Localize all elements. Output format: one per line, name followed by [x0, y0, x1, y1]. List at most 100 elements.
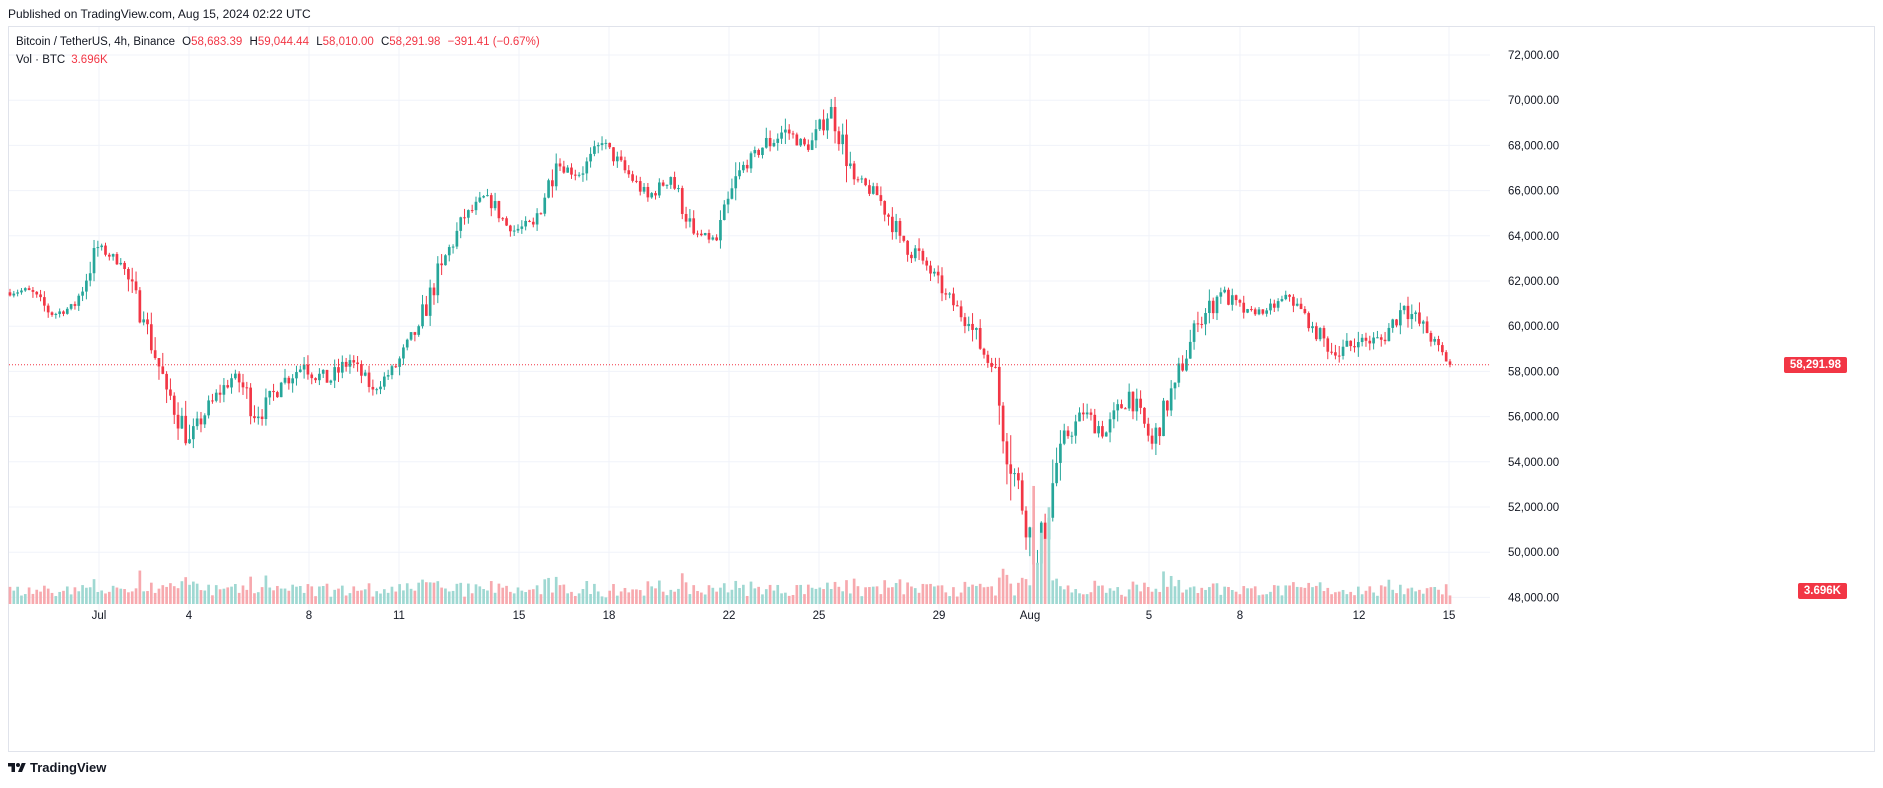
- candle-body: [749, 153, 753, 169]
- volume-bar: [62, 590, 65, 604]
- candle-body: [65, 308, 69, 314]
- candle-body: [1261, 309, 1265, 314]
- candle-body: [1227, 289, 1230, 305]
- candle-body: [363, 372, 367, 376]
- volume-bar: [997, 577, 1001, 604]
- volume-bar: [1421, 593, 1425, 604]
- volume-bar: [344, 595, 348, 604]
- volume-bar: [1062, 589, 1066, 604]
- candle-body: [547, 180, 550, 198]
- volume-value: 3.696K: [71, 54, 108, 66]
- candle-body: [417, 326, 421, 335]
- chart-frame[interactable]: [8, 26, 1875, 752]
- candle-body: [1318, 328, 1322, 340]
- volume-bar: [745, 595, 749, 604]
- volume-bar: [1005, 574, 1009, 604]
- candle-body: [573, 174, 577, 176]
- volume-bar: [1120, 594, 1123, 604]
- candle-body: [291, 378, 294, 384]
- candle-body: [1196, 323, 1200, 325]
- candle-body: [848, 163, 852, 167]
- volume-bar: [1379, 585, 1383, 604]
- candle-body: [1299, 303, 1303, 310]
- volume-bar: [890, 587, 894, 604]
- candle-body: [1020, 480, 1024, 511]
- candle-body: [1391, 319, 1395, 328]
- volume-bar: [772, 590, 776, 604]
- candle-body: [654, 193, 657, 196]
- volume-bar: [787, 595, 791, 604]
- volume-bar: [516, 587, 520, 604]
- candle-body: [585, 161, 589, 174]
- candle-body: [543, 197, 547, 214]
- volume-bar: [1314, 585, 1318, 604]
- volume-bar: [1238, 594, 1242, 604]
- volume-bar: [1139, 591, 1142, 604]
- volume-bar: [1166, 586, 1169, 604]
- volume-bar: [635, 589, 638, 604]
- candle-body: [467, 210, 470, 218]
- volume-bar: [631, 589, 634, 604]
- time-tick-label: 4: [186, 610, 193, 622]
- volume-bar: [688, 594, 692, 604]
- candle-body: [214, 392, 218, 401]
- candle-body: [520, 226, 524, 229]
- volume-bar: [566, 593, 570, 604]
- candle-body: [157, 358, 161, 367]
- candle-body: [402, 347, 405, 359]
- candle-body: [1276, 301, 1280, 308]
- volume-bar: [1276, 585, 1280, 604]
- volume-bar: [1093, 580, 1097, 604]
- volume-bar: [1356, 586, 1360, 604]
- open-value: 58,683.39: [191, 36, 243, 48]
- candle-body: [551, 180, 554, 187]
- volume-bar: [1326, 587, 1330, 604]
- volume-bar: [1269, 591, 1272, 604]
- volume-bar: [650, 586, 654, 604]
- volume-bar: [16, 586, 19, 604]
- volume-bar: [451, 590, 455, 604]
- candle-body: [1345, 340, 1349, 347]
- candle-body: [501, 218, 505, 220]
- volume-bar: [256, 592, 260, 604]
- volume-bar: [1215, 583, 1219, 604]
- volume-bar: [382, 589, 386, 604]
- candle-body: [948, 293, 951, 295]
- volume-bar: [390, 586, 394, 604]
- volume-bar: [92, 579, 96, 604]
- candle-body: [913, 248, 917, 259]
- volume-bar: [398, 584, 401, 604]
- volume-bar: [337, 588, 340, 604]
- volume-bar: [707, 585, 711, 604]
- candle-body: [1284, 294, 1288, 300]
- candle-body: [642, 186, 646, 192]
- price-tick-label: 54,000.00: [1508, 457, 1559, 469]
- volume-bar: [856, 586, 860, 604]
- candle-body: [43, 297, 46, 306]
- candle-body: [990, 362, 993, 367]
- change-value: −391.41 (−0.67%): [447, 36, 540, 48]
- volume-bar: [837, 586, 841, 604]
- volume-label[interactable]: Vol · BTC: [16, 54, 66, 66]
- candle-body: [100, 245, 104, 248]
- candle-body: [826, 118, 829, 131]
- volume-bar: [841, 591, 845, 604]
- price-tick-label: 68,000.00: [1508, 140, 1559, 152]
- volume-bar: [875, 586, 879, 604]
- candle-body: [570, 167, 573, 175]
- tradingview-footer[interactable]: TradingView: [8, 760, 106, 775]
- volume-bar: [157, 588, 161, 604]
- symbol-label[interactable]: Bitcoin / TetherUS, 4h, Binance: [16, 36, 175, 48]
- volume-bar: [1223, 586, 1226, 604]
- volume-bar: [321, 586, 325, 604]
- volume-bar: [520, 590, 524, 604]
- volume-bar: [20, 595, 23, 604]
- candle-body: [134, 281, 138, 291]
- candle-body: [203, 415, 207, 425]
- candle-body: [764, 137, 768, 148]
- ohlc-line: Bitcoin / TetherUS, 4h, Binance O58,683.…: [16, 33, 540, 51]
- candle-body: [188, 439, 191, 444]
- volume-bar: [963, 581, 967, 604]
- candle-body: [1051, 483, 1055, 518]
